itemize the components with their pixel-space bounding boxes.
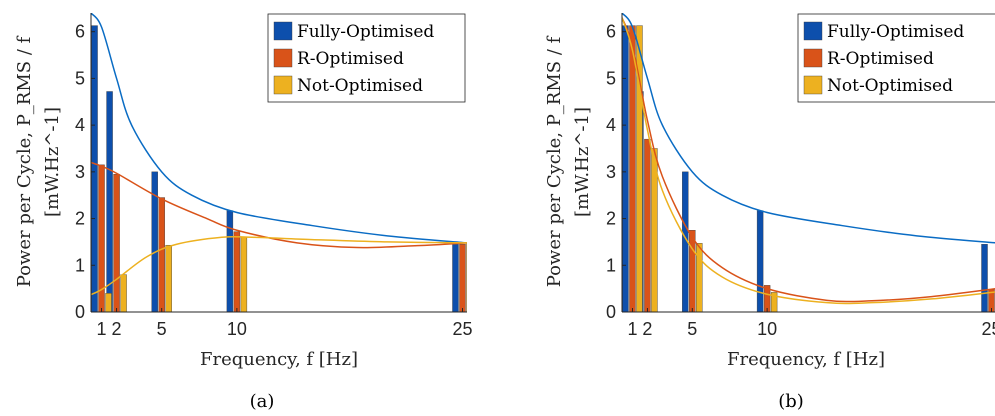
y-tick-label-a-0: 0 bbox=[75, 302, 85, 322]
x-tick-label-a-25: 25 bbox=[452, 319, 472, 339]
legend-label-b-fully-optimised: Fully-Optimised bbox=[827, 22, 964, 42]
fit-curve-b-r-optimised bbox=[622, 17, 995, 303]
bar-a-fully-optimised-5hz bbox=[151, 171, 158, 312]
fit-curve-a-not-optimised bbox=[91, 235, 467, 296]
bar-a-fully-optimised-2hz bbox=[106, 91, 113, 312]
y-tick-label-a-4: 4 bbox=[75, 115, 85, 135]
legend-label-b-not-optimised: Not-Optimised bbox=[827, 76, 953, 96]
x-tick-label-a-10: 10 bbox=[227, 319, 247, 339]
legend-swatch-b-fully-optimised bbox=[803, 21, 823, 41]
bar-a-not-optimised-25hz bbox=[466, 242, 467, 312]
x-tick-label-b-5: 5 bbox=[687, 319, 697, 339]
x-tick-label-a-5: 5 bbox=[157, 319, 167, 339]
bar-a-not-optimised-1hz bbox=[105, 293, 112, 312]
caption-b: (b) bbox=[778, 391, 804, 412]
legend-swatch-b-not-optimised bbox=[803, 75, 823, 95]
bar-a-not-optimised-2hz bbox=[120, 274, 127, 312]
x-tick-label-a-2: 2 bbox=[112, 319, 122, 339]
y-tick-label-a-2: 2 bbox=[75, 209, 85, 229]
y-tick-label-b-4: 4 bbox=[606, 115, 616, 135]
y-axis-label-a-line2: [mW.Hz^-1] bbox=[42, 107, 63, 217]
fit-curve-a-fully-optimised bbox=[91, 13, 467, 244]
y-tick-label-a-3: 3 bbox=[75, 162, 85, 182]
legend-label-a-r-optimised: R-Optimised bbox=[297, 49, 404, 69]
bar-b-r-optimised-1hz bbox=[629, 25, 636, 312]
bar-a-r-optimised-2hz bbox=[113, 173, 120, 312]
y-axis-label-b-line2: [mW.Hz^-1] bbox=[572, 107, 593, 217]
y-axis-label-a-line1: Power per Cycle, P_RMS / f bbox=[14, 35, 35, 287]
bar-b-not-optimised-1hz bbox=[636, 25, 643, 312]
x-tick-label-b-25: 25 bbox=[981, 319, 995, 339]
legend-swatch-a-fully-optimised bbox=[273, 21, 293, 41]
bar-a-r-optimised-10hz bbox=[233, 231, 241, 312]
bar-a-r-optimised-25hz bbox=[459, 244, 466, 312]
y-tick-label-b-5: 5 bbox=[606, 68, 616, 88]
fit-curve-b-fully-optimised bbox=[622, 13, 995, 244]
legend-b: Fully-Optimised R-Optimised Not-Optimised bbox=[797, 13, 995, 103]
x-tick-label-b-2: 2 bbox=[642, 319, 652, 339]
bar-a-fully-optimised-1hz bbox=[91, 25, 98, 312]
legend-swatch-a-r-optimised bbox=[273, 48, 293, 68]
y-tick-label-b-6: 6 bbox=[606, 22, 616, 42]
chart-marks-b bbox=[622, 13, 995, 312]
bar-b-fully-optimised-1hz bbox=[622, 25, 629, 312]
bar-a-fully-optimised-10hz bbox=[226, 210, 234, 312]
bar-a-not-optimised-5hz bbox=[165, 244, 172, 312]
bar-b-fully-optimised-25hz bbox=[981, 244, 988, 312]
x-tick-label-b-10: 10 bbox=[757, 319, 777, 339]
y-tick-label-a-5: 5 bbox=[75, 68, 85, 88]
x-tick-label-a-1: 1 bbox=[97, 319, 107, 339]
legend-label-b-r-optimised: R-Optimised bbox=[827, 49, 934, 69]
bar-a-not-optimised-10hz bbox=[240, 237, 248, 312]
y-axis-label-b-line1: Power per Cycle, P_RMS / f bbox=[544, 35, 565, 287]
legend-box-b bbox=[797, 13, 995, 103]
x-axis-label-a: Frequency, f [Hz] bbox=[200, 349, 358, 370]
x-axis-label-b: Frequency, f [Hz] bbox=[727, 349, 885, 370]
bar-a-r-optimised-5hz bbox=[158, 197, 165, 312]
fit-curve-b-not-optimised bbox=[622, 17, 995, 305]
legend-label-a-fully-optimised: Fully-Optimised bbox=[297, 22, 434, 42]
legend-swatch-b-r-optimised bbox=[803, 48, 823, 68]
y-tick-label-b-1: 1 bbox=[606, 255, 616, 275]
bar-b-not-optimised-10hz bbox=[770, 292, 778, 312]
y-tick-label-b-0: 0 bbox=[606, 302, 616, 322]
bar-b-r-optimised-5hz bbox=[689, 230, 696, 312]
fit-curve-a-r-optimised bbox=[91, 161, 467, 249]
legend-label-a-not-optimised: Not-Optimised bbox=[297, 76, 423, 96]
y-tick-label-b-3: 3 bbox=[606, 162, 616, 182]
x-tick-label-b-1: 1 bbox=[627, 319, 637, 339]
caption-a: (a) bbox=[250, 391, 275, 412]
bar-a-r-optimised-1hz bbox=[98, 164, 105, 312]
bar-a-fully-optimised-25hz bbox=[452, 244, 459, 312]
bar-b-not-optimised-5hz bbox=[696, 243, 703, 312]
bar-b-fully-optimised-10hz bbox=[756, 210, 764, 312]
legend-a: Fully-Optimised R-Optimised Not-Optimised bbox=[267, 13, 466, 103]
legend-swatch-a-not-optimised bbox=[273, 75, 293, 95]
y-tick-label-b-2: 2 bbox=[606, 209, 616, 229]
y-tick-label-a-6: 6 bbox=[75, 22, 85, 42]
bar-b-r-optimised-2hz bbox=[644, 138, 651, 312]
chart-marks-a bbox=[91, 13, 467, 312]
y-tick-label-a-1: 1 bbox=[75, 255, 85, 275]
legend-box-a bbox=[267, 13, 466, 103]
